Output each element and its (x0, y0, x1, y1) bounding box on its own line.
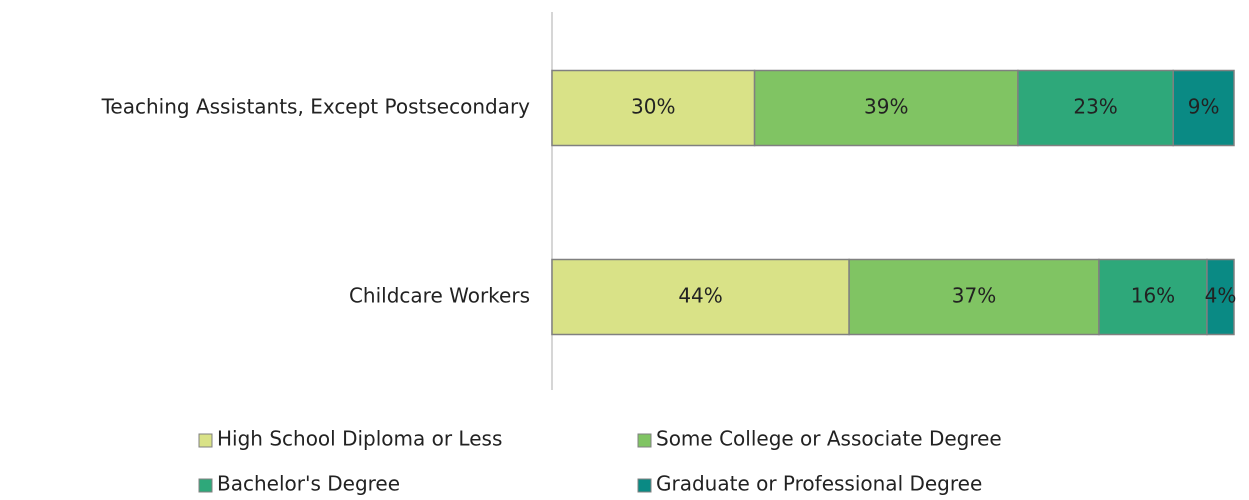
data-label: 23% (1073, 95, 1117, 119)
data-label: 30% (631, 95, 675, 119)
legend-label: Graduate or Professional Degree (656, 472, 982, 496)
data-label: 16% (1131, 284, 1175, 308)
data-label: 9% (1188, 95, 1220, 119)
legend-label: Some College or Associate Degree (656, 427, 1002, 451)
legend-swatch (198, 478, 213, 493)
bar-segment (848, 258, 1100, 336)
y-tick-label: Childcare Workers (349, 284, 530, 308)
bar-segment (1206, 258, 1235, 336)
y-tick-label: Teaching Assistants, Except Postsecondar… (101, 95, 531, 119)
data-label: 4% (1205, 284, 1237, 308)
legend-label: High School Diploma or Less (217, 427, 502, 451)
bar-segment (1172, 69, 1235, 147)
legend-swatch (637, 478, 652, 493)
legend-swatch (637, 433, 652, 448)
legend-swatch (198, 433, 213, 448)
bar-segment (753, 69, 1019, 147)
data-label: 39% (864, 95, 908, 119)
data-label: 37% (952, 284, 996, 308)
data-label: 44% (678, 284, 722, 308)
legend-label: Bachelor's Degree (217, 472, 400, 496)
bar-segment (1017, 69, 1174, 147)
